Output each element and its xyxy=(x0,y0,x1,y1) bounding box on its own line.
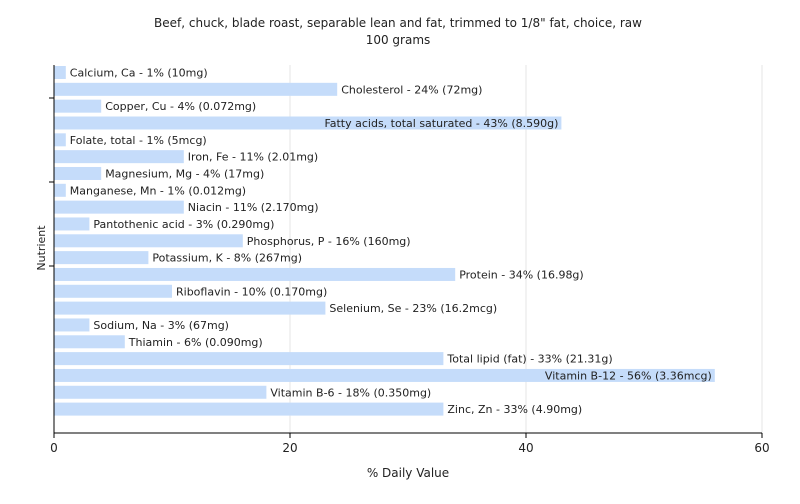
bar-label: Calcium, Ca - 1% (10mg) xyxy=(70,67,208,80)
bar xyxy=(54,402,444,416)
bar-label: Sodium, Na - 3% (67mg) xyxy=(93,319,229,332)
bar-label: Thiamin - 6% (0.090mg) xyxy=(128,336,263,349)
x-axis-label: % Daily Value xyxy=(367,466,449,480)
bar xyxy=(54,183,66,197)
bar-label: Protein - 34% (16.98g) xyxy=(459,268,584,281)
bar-label: Riboflavin - 10% (0.170mg) xyxy=(176,285,327,298)
bar xyxy=(54,133,66,147)
bar xyxy=(54,150,184,164)
bar-label: Selenium, Se - 23% (16.2mcg) xyxy=(329,302,497,315)
bar xyxy=(54,99,102,113)
bar-label: Total lipid (fat) - 33% (21.31g) xyxy=(446,353,612,366)
bar-label: Copper, Cu - 4% (0.072mg) xyxy=(105,100,256,113)
bar-label: Niacin - 11% (2.170mg) xyxy=(188,201,319,214)
bar-label: Pantothenic acid - 3% (0.290mg) xyxy=(93,218,274,231)
bar-label: Vitamin B-12 - 56% (3.36mcg) xyxy=(545,369,712,382)
bar-label: Manganese, Mn - 1% (0.012mg) xyxy=(70,184,246,197)
bar xyxy=(54,217,90,231)
bar xyxy=(54,116,562,130)
x-tick-label: 40 xyxy=(518,441,533,455)
x-tick-label: 20 xyxy=(282,441,297,455)
chart-subtitle: 100 grams xyxy=(366,33,431,47)
bar xyxy=(54,267,456,281)
bar xyxy=(54,368,715,382)
bar xyxy=(54,234,243,248)
bar-label: Vitamin B-6 - 18% (0.350mg) xyxy=(270,386,431,399)
bar-label: Folate, total - 1% (5mcg) xyxy=(70,134,207,147)
bar xyxy=(54,385,267,399)
chart-title: Beef, chuck, blade roast, separable lean… xyxy=(154,16,642,30)
x-tick-label: 60 xyxy=(754,441,769,455)
y-axis-label: Nutrient xyxy=(35,225,48,271)
bar xyxy=(54,301,326,315)
bar xyxy=(54,200,184,214)
bar-label: Fatty acids, total saturated - 43% (8.59… xyxy=(324,117,558,130)
bar xyxy=(54,251,149,265)
bar xyxy=(54,284,172,298)
x-tick-label: 0 xyxy=(50,441,58,455)
bar-label: Zinc, Zn - 33% (4.90mg) xyxy=(447,403,582,416)
bar xyxy=(54,166,102,180)
bar-label: Magnesium, Mg - 4% (17mg) xyxy=(105,167,264,180)
bar-label: Iron, Fe - 11% (2.01mg) xyxy=(188,151,318,164)
bars xyxy=(54,66,715,416)
axes: 0 20 40 60 xyxy=(49,65,770,455)
bar-label: Potassium, K - 8% (267mg) xyxy=(152,252,302,265)
bar xyxy=(54,66,66,79)
bar-label: Phosphorus, P - 16% (160mg) xyxy=(247,235,411,248)
bar-label: Cholesterol - 24% (72mg) xyxy=(341,83,482,96)
bar xyxy=(54,335,125,349)
bar-labels: Calcium, Ca - 1% (10mg) Cholesterol - 24%… xyxy=(70,67,712,417)
bar xyxy=(54,352,444,366)
bar xyxy=(54,318,90,332)
bar xyxy=(54,82,338,96)
